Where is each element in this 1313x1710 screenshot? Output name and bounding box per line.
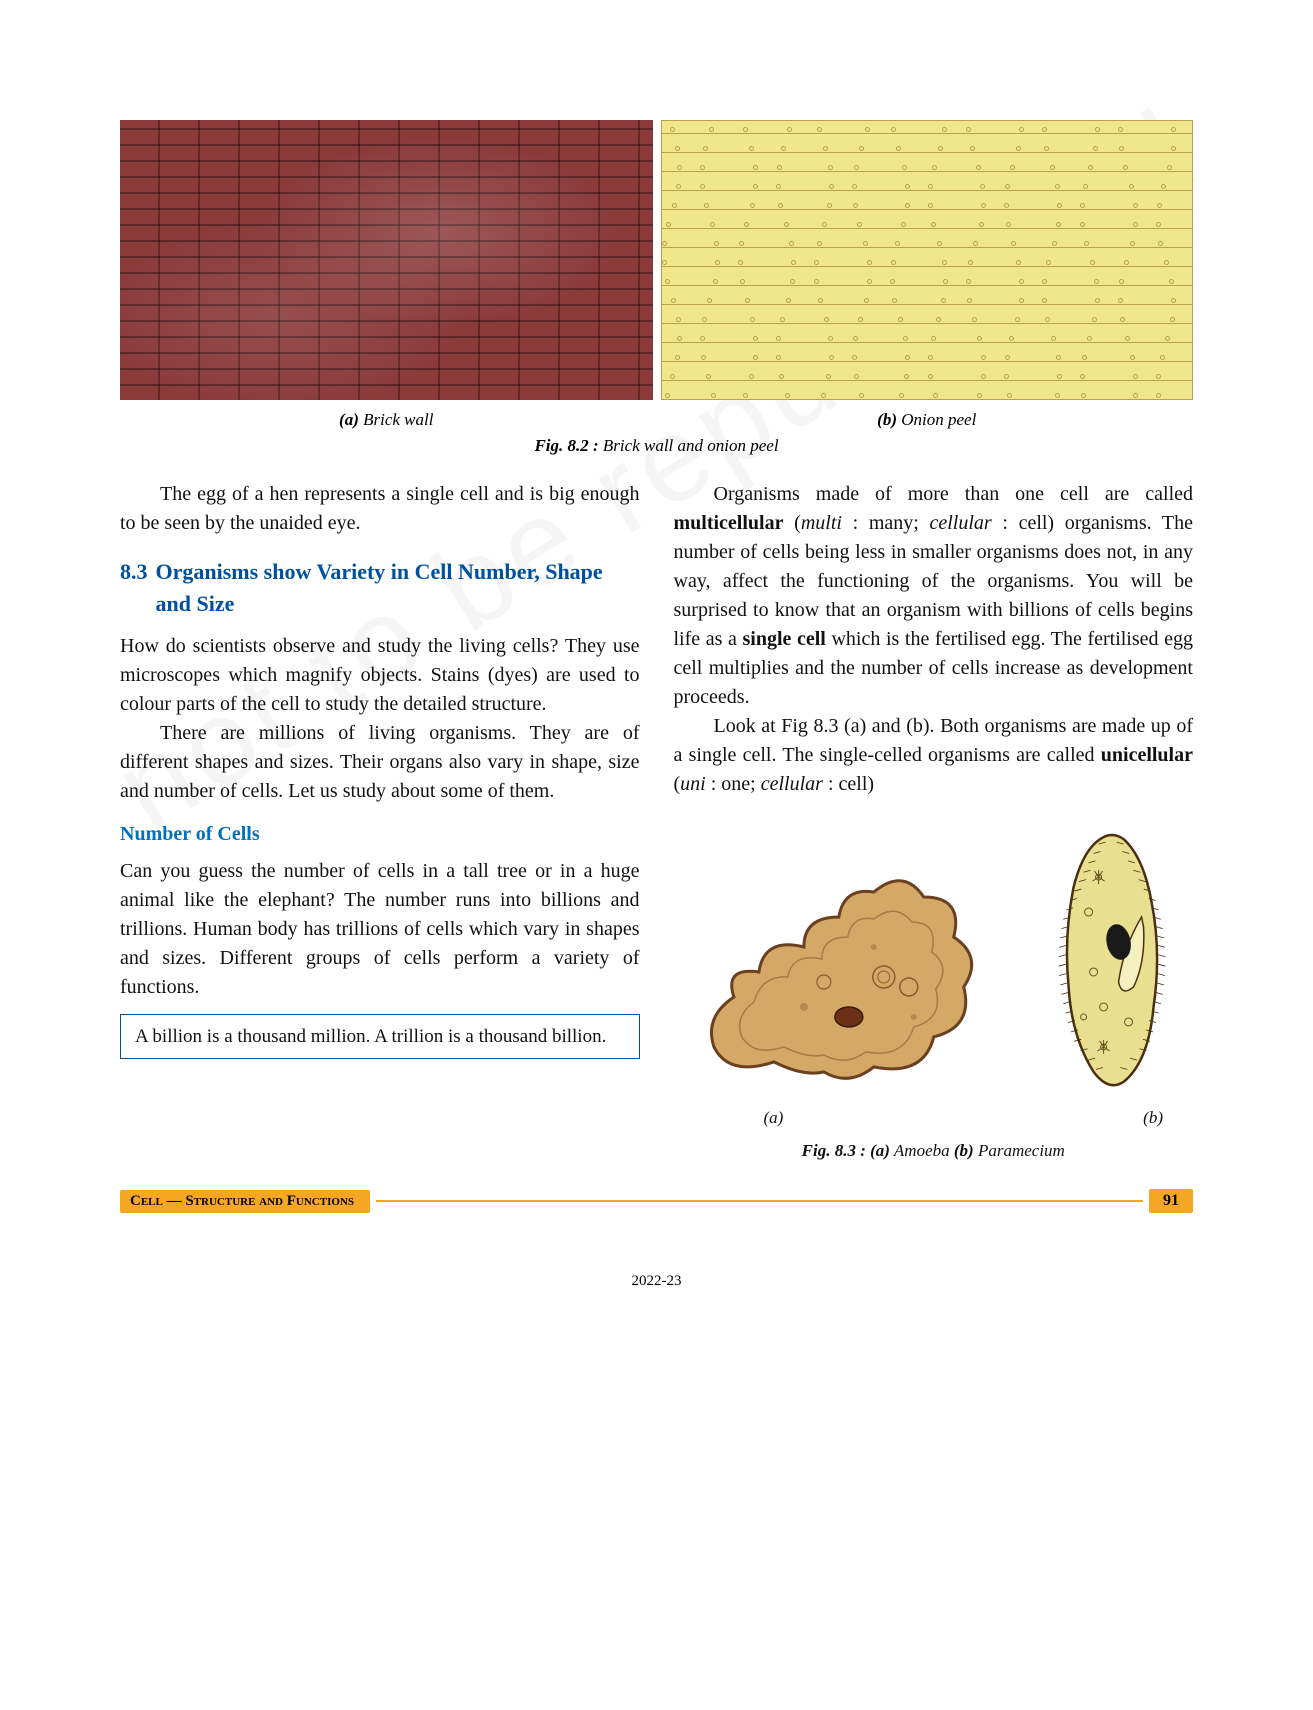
fig82-label-a-prefix: (a) [339, 410, 359, 429]
rp2f: cellular [761, 773, 823, 795]
page-footer: Cell — Structure and Functions 91 [120, 1189, 1193, 1213]
year-stamp: 2022-23 [120, 1273, 1193, 1290]
right-p1: Organisms made of more than one cell are… [674, 480, 1194, 712]
figure-8-2-sublabels: (a) Brick wall (b) Onion peel [120, 410, 1193, 430]
fig83-cap-mid: Amoeba [890, 1141, 954, 1160]
left-p2: How do scientists observe and study the … [120, 632, 640, 719]
figure-8-2-caption: Fig. 8.2 : Brick wall and onion peel [120, 436, 1193, 456]
fig83-label-a: (a) [764, 1106, 784, 1131]
rp1c: ( [783, 512, 800, 534]
rp2g: : cell) [823, 773, 874, 795]
left-p3: There are millions of living organisms. … [120, 719, 640, 806]
paramecium-illustration [1058, 835, 1165, 1085]
footer-chapter-title: Cell — Structure and Functions [120, 1190, 370, 1213]
footer-page-number: 91 [1149, 1189, 1193, 1213]
right-column: Organisms made of more than one cell are… [674, 480, 1194, 1163]
onion-peel-illustration [661, 120, 1194, 400]
fig82-label-b: Onion peel [897, 410, 976, 429]
fig83-cap-end: Paramecium [974, 1141, 1065, 1160]
fig82-caption-prefix: Fig. 8.2 : [534, 436, 598, 455]
rp2e: : one; [706, 773, 761, 795]
fig82-label-b-prefix: (b) [877, 410, 897, 429]
right-p2: Look at Fig 8.3 (a) and (b). Both organi… [674, 712, 1194, 799]
rp1d: multi [801, 512, 842, 534]
left-column: The egg of a hen represents a single cel… [120, 480, 640, 1163]
rp1h: single cell [743, 628, 826, 650]
info-box-billion-trillion: A billion is a thousand million. A trill… [120, 1014, 640, 1060]
fig83-label-b: (b) [1143, 1106, 1163, 1131]
fig83-cap-a: Fig. 8.3 : (a) [802, 1141, 890, 1160]
rp2b: unicellular [1101, 744, 1193, 766]
section-title: Organisms show Variety in Cell Number, S… [156, 556, 640, 620]
figure-8-3-container: (a) (b) Fig. 8.3 : (a) Amoeba (b) Parame… [674, 817, 1194, 1163]
figure-8-3-caption: Fig. 8.3 : (a) Amoeba (b) Paramecium [674, 1139, 1194, 1164]
section-number: 8.3 [120, 556, 148, 620]
section-8-3-heading: 8.3 Organisms show Variety in Cell Numbe… [120, 556, 640, 620]
rp1b: multicellular [674, 512, 784, 534]
figure-8-2-row [120, 120, 1193, 400]
amoeba-illustration [711, 881, 971, 1079]
fig83-cap-b: (b) [954, 1141, 974, 1160]
rp2d: uni [680, 773, 706, 795]
subheading-number-of-cells: Number of Cells [120, 820, 640, 849]
footer-divider [376, 1200, 1143, 1202]
left-p1: The egg of a hen represents a single cel… [120, 480, 640, 538]
rp1a: Organisms made of more than one cell are… [714, 483, 1194, 505]
rp1f: cellular [929, 512, 991, 534]
figure-8-3-svg [674, 817, 1194, 1097]
brick-wall-illustration [120, 120, 653, 400]
left-p4: Can you guess the number of cells in a t… [120, 857, 640, 1002]
rp1e: : many; [842, 512, 930, 534]
fig82-caption-text: Brick wall and onion peel [599, 436, 779, 455]
fig82-label-a: Brick wall [359, 410, 434, 429]
